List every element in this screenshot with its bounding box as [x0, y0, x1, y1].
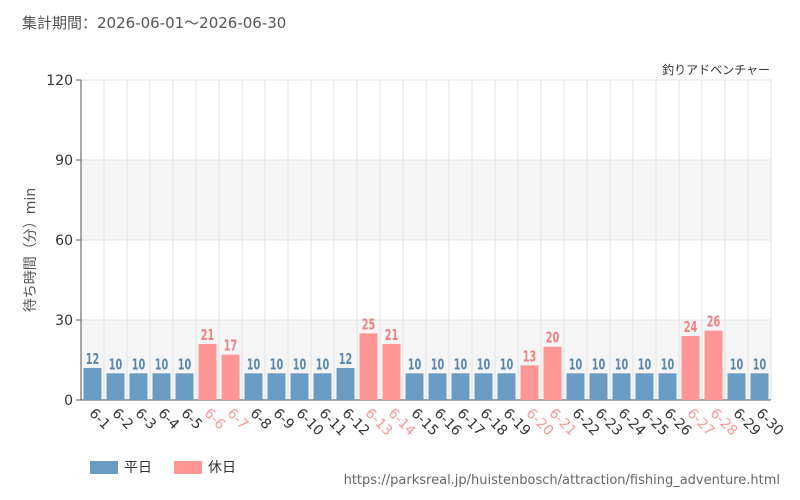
bar-value-label: 21: [385, 327, 399, 344]
bar-value-label: 10: [638, 357, 652, 374]
bar-value-label: 13: [523, 349, 537, 366]
bar-value-label: 10: [431, 357, 445, 374]
bar-value-label: 10: [753, 357, 767, 374]
bar-value-label: 10: [109, 357, 123, 374]
bar: [704, 330, 723, 400]
bar-value-label: 10: [178, 357, 192, 374]
x-tick-label: 6-1: [86, 406, 113, 433]
source-url[interactable]: https://parksreal.jp/huistenbosch/attrac…: [343, 473, 780, 488]
bar-value-label: 10: [247, 357, 261, 374]
bar: [244, 373, 263, 400]
bar: [428, 373, 447, 400]
bar-value-label: 21: [201, 327, 215, 344]
legend: 平日 休日: [90, 457, 236, 477]
bar: [451, 373, 470, 400]
legend-item-holiday[interactable]: 休日: [174, 457, 236, 477]
bar: [83, 368, 102, 400]
bar: [198, 344, 217, 400]
bar-value-label: 10: [477, 357, 491, 374]
bar: [497, 373, 516, 400]
bar: [267, 373, 286, 400]
y-tick-label: 30: [55, 313, 73, 329]
bar-value-label: 10: [592, 357, 606, 374]
bar: [405, 373, 424, 400]
bar: [129, 373, 148, 400]
legend-swatch-weekday: [90, 460, 118, 474]
x-tick-label: 6-5: [178, 406, 205, 433]
bar: [152, 373, 171, 400]
y-tick-label: 0: [64, 393, 73, 409]
attraction-name: 釣りアドベンチャー: [662, 63, 770, 77]
bar: [336, 368, 355, 400]
bar: [382, 344, 401, 400]
bar: [359, 333, 378, 400]
bar: [681, 336, 700, 400]
bar-value-label: 10: [454, 357, 468, 374]
legend-swatch-holiday: [174, 460, 202, 474]
bar-value-label: 10: [408, 357, 422, 374]
bar-value-label: 17: [224, 338, 238, 355]
bar-value-label: 10: [500, 357, 514, 374]
bar-value-label: 12: [86, 351, 100, 368]
x-tick-label: 6-2: [109, 406, 136, 433]
y-tick-label: 60: [55, 233, 73, 249]
bar: [612, 373, 631, 400]
period-label: 集計期間：2026-06-01～2026-06-30: [22, 14, 287, 32]
bar: [566, 373, 585, 400]
bar: [313, 373, 332, 400]
bar: [474, 373, 493, 400]
legend-label-holiday: 休日: [208, 460, 236, 476]
bar-value-label: 10: [155, 357, 169, 374]
bar: [727, 373, 746, 400]
y-tick-label: 90: [55, 153, 73, 169]
bar: [520, 365, 539, 400]
bar-value-label: 10: [661, 357, 675, 374]
bar-value-label: 10: [316, 357, 330, 374]
x-tick-label: 6-8: [247, 406, 274, 433]
bar-value-label: 10: [293, 357, 307, 374]
bar: [106, 373, 125, 400]
legend-item-weekday[interactable]: 平日: [90, 457, 152, 477]
bar-value-label: 20: [546, 330, 560, 347]
x-tick-label: 6-3: [132, 406, 159, 433]
y-tick-label: 120: [46, 73, 73, 89]
x-tick-label: 6-9: [270, 406, 297, 433]
bar-value-label: 12: [339, 351, 353, 368]
bar-value-label: 10: [615, 357, 629, 374]
bar-value-label: 10: [730, 357, 744, 374]
bar: [221, 354, 240, 400]
bar-value-label: 10: [270, 357, 284, 374]
bar-value-label: 26: [707, 314, 721, 331]
bar: [589, 373, 608, 400]
bar: [543, 346, 562, 400]
legend-label-weekday: 平日: [124, 460, 152, 476]
bar-value-label: 25: [362, 317, 376, 334]
bar: [658, 373, 677, 400]
bar-value-label: 10: [569, 357, 583, 374]
bar: [290, 373, 309, 400]
bar-value-label: 24: [684, 319, 698, 336]
x-tick-label: 6-7: [224, 406, 251, 433]
x-tick-label: 6-6: [201, 406, 229, 434]
bar-value-label: 10: [132, 357, 146, 374]
bar: [175, 373, 194, 400]
x-tick-label: 6-4: [155, 406, 183, 434]
bar: [750, 373, 769, 400]
bar: [635, 373, 654, 400]
